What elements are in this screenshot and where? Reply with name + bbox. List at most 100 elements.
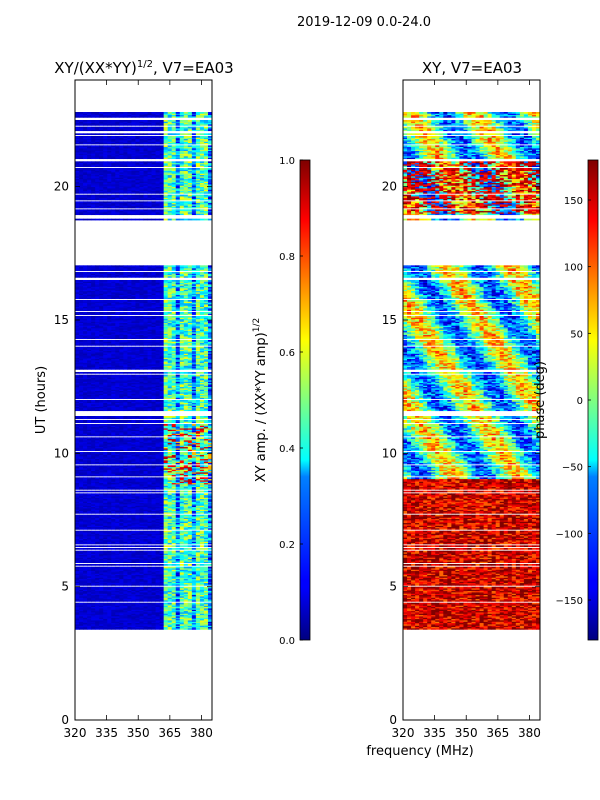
heatmap-cell: [203, 541, 209, 544]
heatmap-cell: [83, 542, 88, 545]
heatmap-cell: [147, 566, 152, 569]
heatmap-cell: [99, 472, 104, 474]
heatmap-cell: [75, 606, 80, 609]
heatmap-cell: [147, 486, 152, 489]
heatmap-cell: [147, 494, 152, 497]
heatmap-cell: [131, 533, 136, 536]
heatmap-cell: [75, 582, 80, 585]
heatmap-cell: [127, 466, 132, 469]
heatmap-cell: [99, 556, 104, 558]
heatmap-cell: [107, 420, 112, 422]
heatmap-cell: [99, 481, 104, 484]
heatmap-cell: [135, 522, 140, 525]
heatmap-cell: [139, 533, 144, 536]
heatmap-cell: [111, 574, 116, 577]
heatmap-cell: [127, 490, 132, 493]
heatmap-cell: [195, 602, 201, 605]
heatmap-cell: [191, 521, 197, 524]
heatmap-cell: [143, 540, 148, 542]
heatmap-cell: [183, 416, 189, 418]
heatmap-cell: [163, 454, 169, 457]
heatmap-cell: [151, 618, 156, 621]
heatmap-cell: [143, 564, 148, 566]
heatmap-cell: [171, 510, 177, 513]
heatmap-cell: [135, 620, 140, 622]
heatmap-cell: [163, 570, 169, 573]
heatmap-cell: [179, 518, 185, 521]
heatmap-cell: [111, 493, 116, 496]
heatmap-cell: [131, 420, 136, 422]
heatmap-cell: [199, 589, 205, 592]
heatmap-cell: [203, 566, 209, 569]
heatmap-cell: [123, 522, 128, 525]
heatmap-cell: [119, 448, 124, 450]
heatmap-cell: [147, 446, 152, 449]
heatmap-cell: [183, 518, 189, 521]
heatmap-cell: [187, 514, 193, 517]
heatmap-cell: [107, 474, 112, 477]
heatmap-cell: [187, 498, 193, 501]
heatmap-cell: [171, 445, 177, 448]
heatmap-cell: [179, 626, 185, 629]
heatmap-cell: [179, 526, 185, 529]
heatmap-cell: [131, 472, 136, 474]
heatmap-cell: [103, 561, 108, 564]
heatmap-cell: [171, 504, 177, 506]
heatmap-cell: [99, 524, 104, 526]
heatmap-cell: [107, 509, 112, 512]
heatmap-cell: [171, 449, 177, 452]
heatmap-cell: [171, 613, 177, 616]
heatmap-cell: [107, 604, 112, 606]
heatmap-cell: [139, 449, 144, 452]
heatmap-cell: [179, 570, 185, 573]
heatmap-cell: [135, 604, 140, 606]
heatmap-cell: [155, 570, 161, 573]
heatmap-cell: [79, 509, 84, 512]
heatmap-cell: [195, 622, 201, 625]
heatmap-cell: [87, 541, 92, 544]
heatmap-cell: [183, 610, 189, 613]
heatmap-cell: [115, 438, 120, 441]
heatmap-cell: [143, 616, 148, 618]
heatmap-cell: [75, 504, 80, 506]
heatmap-cell: [79, 576, 84, 578]
heatmap-cell: [163, 494, 169, 497]
heatmap-cell: [103, 520, 108, 522]
heatmap-cell: [151, 466, 156, 469]
heatmap-cell: [87, 429, 92, 432]
heatmap-cell: [191, 517, 197, 520]
heatmap-cell: [151, 433, 156, 436]
heatmap-cell: [115, 550, 120, 553]
heatmap-cell: [195, 425, 201, 428]
heatmap-cell: [79, 581, 84, 584]
heatmap-cell: [143, 432, 148, 434]
heatmap-cell: [87, 505, 92, 508]
heatmap-cell: [203, 498, 209, 501]
heatmap-cell: [131, 480, 136, 482]
heatmap-cell: [131, 580, 136, 582]
heatmap-cell: [207, 584, 212, 586]
heatmap-cell: [99, 554, 104, 557]
heatmap-cell: [123, 618, 128, 621]
heatmap-cell: [123, 462, 128, 465]
heatmap-cell: [135, 532, 140, 534]
heatmap-cell: [175, 477, 181, 480]
heatmap-cell: [91, 484, 96, 486]
heatmap-cell: [179, 512, 185, 514]
heatmap-cell: [103, 590, 108, 593]
heatmap-cell: [131, 614, 136, 617]
heatmap-cell: [135, 612, 140, 614]
heatmap-cell: [139, 518, 144, 521]
heatmap-cell: [135, 498, 140, 501]
heatmap-cell: [179, 581, 185, 584]
heatmap-cell: [203, 466, 209, 469]
heatmap-cell: [107, 540, 112, 542]
heatmap-cell: [171, 564, 177, 566]
heatmap-cell: [119, 614, 124, 617]
heatmap-cell: [95, 530, 100, 533]
heatmap-cell: [191, 433, 197, 436]
heatmap-cell: [199, 522, 205, 525]
heatmap-cell: [155, 614, 161, 617]
heatmap-cell: [79, 592, 84, 594]
heatmap-cell: [203, 452, 209, 454]
